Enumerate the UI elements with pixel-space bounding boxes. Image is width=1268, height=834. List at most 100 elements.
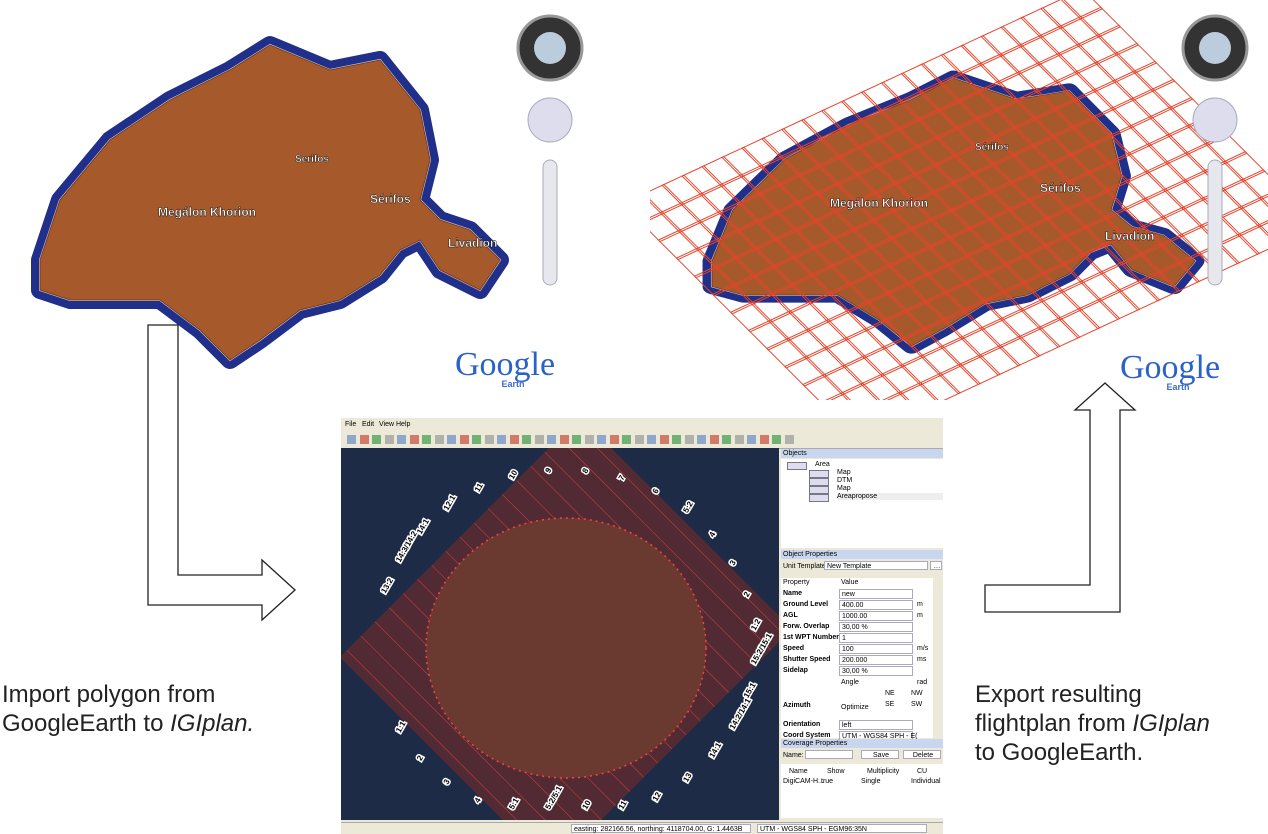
save-button[interactable]: Save <box>861 750 899 759</box>
tool-button[interactable] <box>684 435 694 444</box>
radio-direction[interactable]: NE <box>885 690 895 697</box>
place-label: Sérifos <box>975 142 1009 153</box>
property-value[interactable]: 30,00 % <box>839 666 913 676</box>
photo-footprint <box>809 264 853 296</box>
tool-button[interactable] <box>522 435 531 444</box>
radio-optimize[interactable]: Optimize <box>841 704 869 711</box>
tool-button[interactable] <box>572 435 581 444</box>
property-value[interactable]: left <box>839 720 913 730</box>
radio-direction[interactable]: SE <box>885 701 895 708</box>
more-button[interactable]: … <box>930 561 942 570</box>
photo-footprint <box>1130 88 1174 120</box>
name-select[interactable] <box>805 750 853 759</box>
coverage-cell[interactable]: true <box>821 778 834 785</box>
coverage-cell[interactable]: Individual <box>911 778 941 785</box>
object-item[interactable]: DTM <box>837 477 853 484</box>
strip-label: 3 <box>442 777 452 786</box>
object-item[interactable]: Area <box>815 461 830 468</box>
coverage-cell[interactable]: DigiCAM-H... <box>783 778 824 785</box>
photo-footprint <box>925 263 969 295</box>
object-item[interactable]: Areapropose <box>837 493 943 500</box>
tool-button[interactable] <box>459 435 469 444</box>
tool-button[interactable] <box>509 435 519 444</box>
tool-button[interactable] <box>584 435 594 444</box>
tool-button[interactable] <box>709 435 719 444</box>
zoom-slider[interactable] <box>542 159 558 286</box>
tool-button[interactable] <box>672 435 681 444</box>
photo-footprint <box>822 364 865 396</box>
radio-direction[interactable]: SW <box>911 701 923 708</box>
tool-button[interactable] <box>772 435 781 444</box>
tool-button[interactable] <box>484 435 494 444</box>
tool-button[interactable] <box>759 435 769 444</box>
tool-button[interactable] <box>497 435 506 444</box>
tool-button[interactable] <box>784 435 794 444</box>
tool-button[interactable] <box>747 435 756 444</box>
property-value[interactable]: 200.000 <box>839 655 913 665</box>
tool-button[interactable] <box>447 435 456 444</box>
menu-item[interactable]: Help <box>396 421 411 428</box>
coverage-table: Name DigiCAM-H... Show true Multiplicity Sing… <box>781 764 943 818</box>
tool-button[interactable] <box>609 435 619 444</box>
tool-button[interactable] <box>634 435 644 444</box>
photo-footprint <box>916 108 960 140</box>
tool-button[interactable] <box>547 435 556 444</box>
photo-footprint <box>936 99 980 131</box>
photo-footprint <box>1045 207 1089 239</box>
tool-button[interactable] <box>722 435 731 444</box>
tool-button[interactable] <box>472 435 481 444</box>
photo-footprint <box>739 164 783 196</box>
photo-footprint <box>932 153 976 185</box>
tool-button[interactable] <box>647 435 656 444</box>
object-item[interactable]: Map <box>837 485 851 492</box>
photo-footprint <box>876 127 920 158</box>
property-value[interactable]: 1 <box>839 633 913 643</box>
status-coords[interactable]: UTM - WGS84 SPH - EGM96:35N <box>757 824 927 833</box>
property-value[interactable]: 400.00 <box>839 600 913 610</box>
photo-footprint <box>961 299 1005 331</box>
property-value[interactable]: new <box>839 589 913 599</box>
tool-button[interactable] <box>359 435 369 444</box>
photo-footprint <box>789 273 833 305</box>
tool-button[interactable] <box>384 435 394 444</box>
menu-item[interactable]: File <box>345 421 357 428</box>
menu-item[interactable]: View <box>379 421 395 428</box>
zoom-slider[interactable] <box>1207 159 1223 286</box>
property-value[interactable]: 1000.00 <box>839 611 913 621</box>
menu-item[interactable]: Edit <box>362 421 375 428</box>
delete-button[interactable]: Delete <box>903 750 941 759</box>
unit-template-select[interactable]: New Template <box>824 561 928 570</box>
photo-footprint <box>1028 162 1072 193</box>
tool-button[interactable] <box>422 435 431 444</box>
visibility-icon[interactable] <box>787 462 807 470</box>
radio-direction[interactable]: NW <box>911 690 923 697</box>
visibility-icon[interactable] <box>809 470 829 478</box>
photo-footprint <box>1001 280 1045 312</box>
tool-button[interactable] <box>559 435 569 444</box>
tool-button[interactable] <box>622 435 631 444</box>
tool-button[interactable] <box>534 435 544 444</box>
tool-button[interactable] <box>347 435 356 444</box>
tool-button[interactable] <box>409 435 419 444</box>
photo-footprint <box>737 192 781 223</box>
object-item[interactable]: Map <box>837 469 851 476</box>
column-header: Name <box>789 768 808 775</box>
visibility-icon[interactable] <box>809 478 829 486</box>
photo-footprint <box>1084 188 1128 220</box>
visibility-icon[interactable] <box>809 494 829 502</box>
move-control[interactable] <box>1192 97 1238 143</box>
tool-button[interactable] <box>697 435 706 444</box>
tool-button[interactable] <box>734 435 744 444</box>
tool-button[interactable] <box>597 435 606 444</box>
tool-button[interactable] <box>397 435 406 444</box>
visibility-icon[interactable] <box>809 486 829 494</box>
photo-footprint <box>1043 234 1087 266</box>
radio-angle[interactable]: Angle <box>841 679 859 686</box>
coverage-cell[interactable]: Single <box>861 778 881 785</box>
property-value[interactable]: 30,00 % <box>839 622 913 632</box>
tool-button[interactable] <box>659 435 669 444</box>
move-control[interactable] <box>527 97 573 143</box>
property-value[interactable]: 100 <box>839 644 913 654</box>
tool-button[interactable] <box>434 435 444 444</box>
tool-button[interactable] <box>372 435 381 444</box>
